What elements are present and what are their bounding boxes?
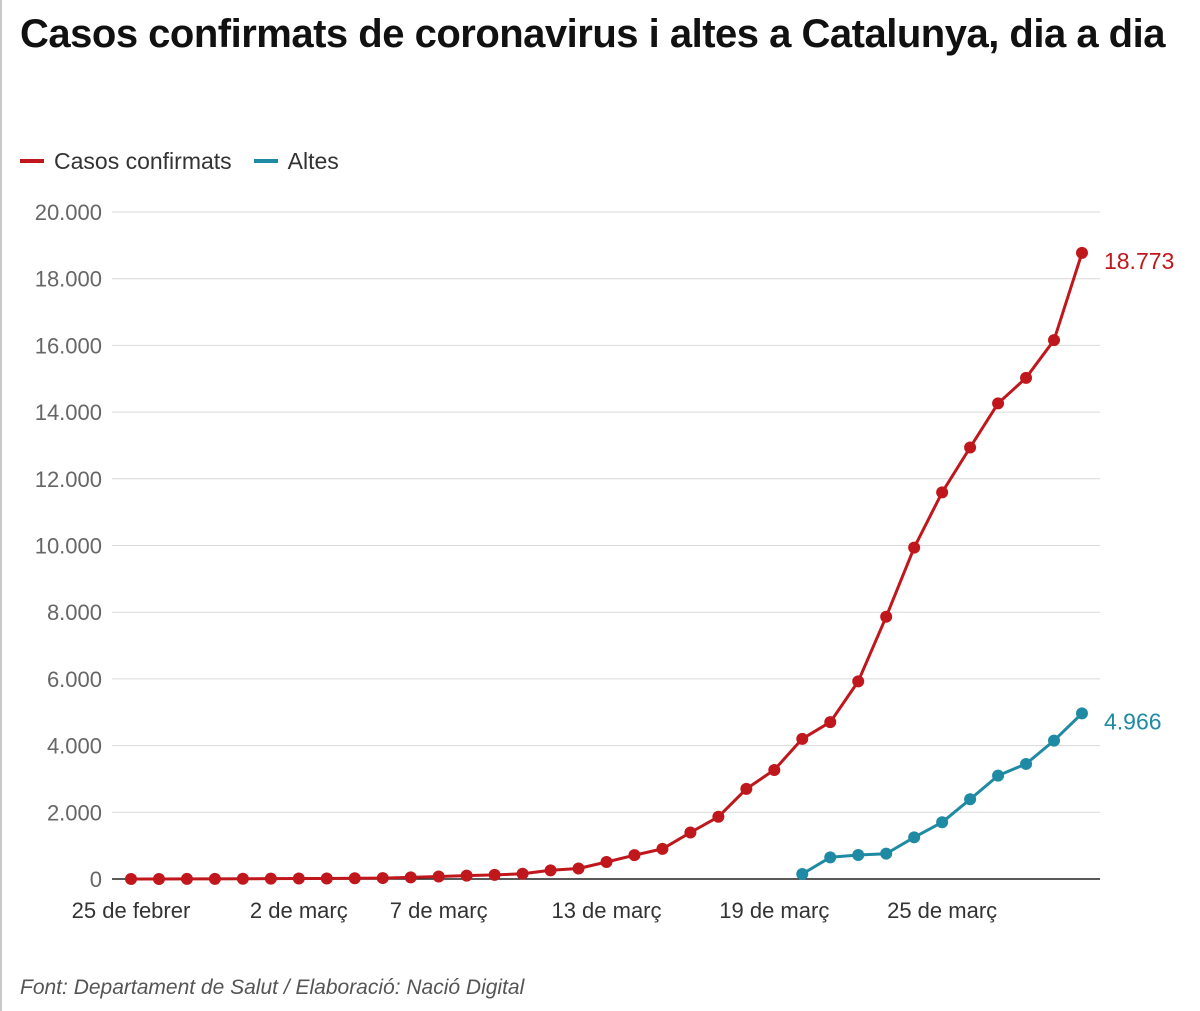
data-point	[125, 872, 137, 885]
data-point	[1075, 246, 1088, 259]
series-line-0	[131, 252, 1084, 881]
data-point	[712, 810, 725, 823]
data-point	[852, 675, 865, 688]
legend-swatch-altes	[253, 159, 278, 163]
y-tick-label: 16.000	[35, 333, 102, 358]
data-point	[600, 856, 613, 869]
y-tick-label: 4.000	[47, 734, 102, 759]
data-point	[768, 763, 781, 776]
x-tick-label: 25 de febrer	[72, 898, 191, 923]
data-point	[964, 793, 977, 806]
data-point	[992, 397, 1005, 410]
data-point	[432, 870, 445, 883]
data-point	[460, 869, 473, 882]
data-point	[208, 872, 221, 885]
y-tick-label: 18.000	[35, 267, 102, 292]
chart-title: Casos confirmats de coronavirus i altes …	[20, 12, 1165, 56]
legend-label-altes: Altes	[287, 147, 339, 174]
end-value-label: 4.966	[1104, 708, 1162, 734]
data-point	[824, 716, 837, 729]
data-point	[908, 541, 921, 554]
y-tick-label: 20.000	[35, 200, 102, 225]
data-point	[796, 867, 809, 880]
data-point	[152, 872, 165, 885]
data-point	[180, 872, 193, 885]
data-point	[264, 872, 277, 885]
data-point	[1020, 371, 1033, 384]
data-point	[404, 871, 417, 884]
data-point	[376, 872, 389, 885]
data-point	[1048, 734, 1061, 747]
line-chart: 0 2.000 4.000 6.000 8.000 10.000 12.000 14.000 1…	[35, 200, 1175, 923]
end-value-label: 18.773	[1104, 248, 1174, 274]
data-point	[880, 610, 893, 623]
x-tick-label: 25 de març	[887, 898, 997, 923]
x-tick-label: 2 de març	[250, 898, 348, 923]
data-point	[544, 864, 557, 877]
x-tick-label: 7 de març	[390, 898, 488, 923]
data-point	[880, 847, 893, 860]
data-point	[852, 848, 865, 861]
series-line-1	[801, 712, 1084, 876]
legend: Casos confirmats Altes	[20, 146, 361, 176]
data-point	[292, 872, 305, 885]
data-point	[936, 816, 949, 829]
x-tick-label: 13 de març	[551, 898, 661, 923]
y-tick-label: 0	[90, 867, 102, 892]
y-tick-label: 12.000	[35, 467, 102, 492]
data-point	[320, 872, 333, 885]
legend-item-altes[interactable]: Altes	[253, 147, 339, 175]
data-point	[1048, 334, 1061, 347]
frame-border	[0, 0, 2, 1011]
source-note: Font: Departament de Salut / Elaboració:…	[20, 976, 525, 999]
y-tick-label: 8.000	[47, 600, 102, 625]
y-tick-label: 2.000	[47, 800, 102, 825]
legend-swatch-casos	[20, 159, 44, 163]
data-point	[908, 831, 921, 844]
y-tick-label: 14.000	[35, 400, 102, 425]
data-point	[572, 862, 585, 875]
data-point	[740, 782, 753, 795]
x-tick-label: 19 de març	[719, 898, 829, 923]
data-point	[964, 441, 977, 454]
y-tick-label: 10.000	[35, 534, 102, 559]
legend-label-casos: Casos confirmats	[54, 147, 232, 174]
data-point	[1020, 757, 1033, 770]
data-point	[824, 851, 837, 864]
data-point	[936, 486, 949, 499]
legend-item-casos[interactable]: Casos confirmats	[20, 148, 232, 175]
data-point	[656, 842, 669, 855]
data-point	[348, 872, 361, 885]
data-point	[1075, 707, 1088, 720]
data-point	[488, 868, 501, 881]
data-point	[516, 867, 529, 880]
data-point	[796, 732, 809, 745]
data-point	[684, 826, 697, 839]
y-tick-label: 6.000	[47, 667, 102, 692]
data-point	[628, 849, 641, 862]
data-point	[236, 872, 249, 885]
data-point	[992, 769, 1005, 782]
